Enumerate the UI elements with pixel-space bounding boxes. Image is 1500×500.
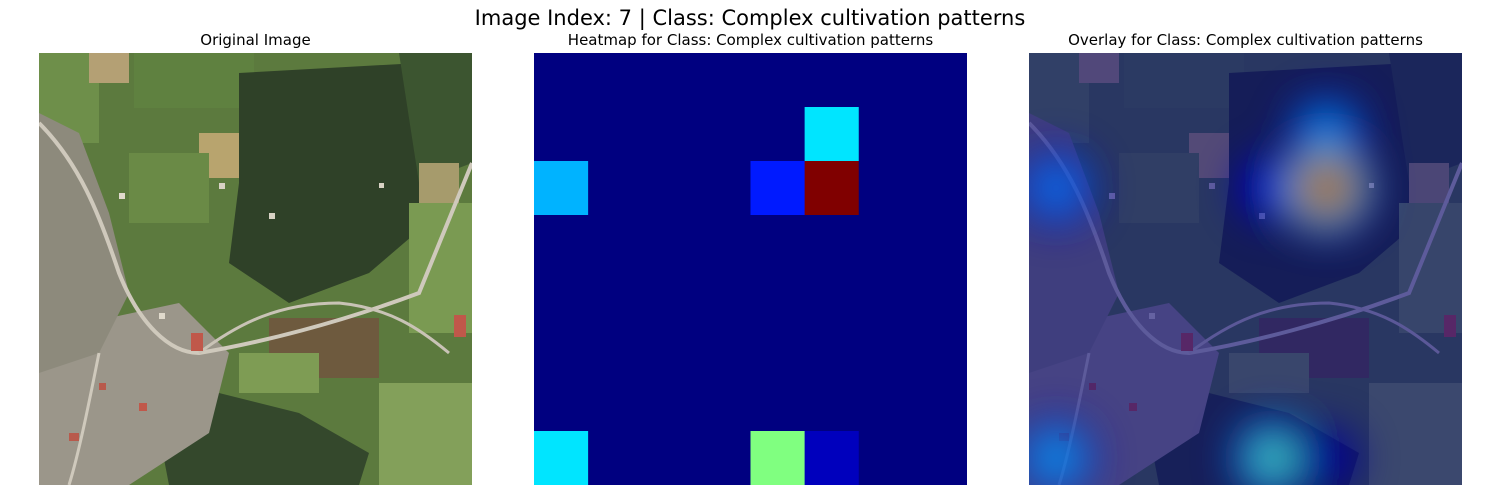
figure-title: Image Index: 7 | Class: Complex cultivat…: [474, 6, 1026, 30]
heatmap-cell-r2-c5: [804, 161, 860, 216]
heatmap-cell-r2-c1: [588, 161, 643, 216]
heatmap-cell-r2-c3: [696, 161, 751, 216]
overlay-title: Overlay for Class: Complex cultivation p…: [1068, 31, 1423, 49]
heatmap-cell-r0-c6: [858, 53, 914, 108]
overlay-blob-r2-c4-3: [1263, 178, 1282, 198]
heatmap-cell-r5-c0: [534, 323, 589, 378]
overlay-blob-r7-c5-3: [1318, 449, 1336, 467]
heatmap-cell-r7-c4: [750, 431, 806, 485]
heatmap-cell-r3-c3: [696, 215, 751, 270]
heatmap-cell-r7-c1: [588, 431, 643, 485]
overlay-base-tint: [1029, 53, 1462, 485]
satellite-scene: [39, 53, 472, 485]
overlay-image: [1029, 53, 1462, 485]
heatmap-cell-r0-c4: [750, 53, 806, 108]
heatmap-cell-r0-c5: [804, 53, 860, 108]
heatmap-cell-r3-c4: [750, 215, 806, 270]
heatmap-cell-r3-c2: [642, 215, 697, 270]
heatmap-cell-r6-c7: [912, 377, 967, 432]
heatmap-cell-r3-c0: [534, 215, 589, 270]
heatmap-cell-r0-c3: [696, 53, 751, 108]
heatmap-cell-r0-c1: [588, 53, 643, 108]
overlay-blob-r1-c5-3: [1316, 123, 1337, 145]
overlay-blob-r7-c4-3: [1261, 447, 1284, 469]
heatmap-cell-r5-c7: [912, 323, 967, 378]
heatmap-cell-r6-c2: [642, 377, 697, 432]
heatmap-grid: [534, 53, 967, 485]
heatmap-title: Heatmap for Class: Complex cultivation p…: [567, 31, 934, 49]
heatmap-cell-r0-c7: [912, 53, 967, 108]
heatmap-cell-r1-c6: [858, 107, 914, 162]
heatmap-cell-r2-c7: [912, 161, 967, 216]
heatmap-cell-r4-c4: [750, 269, 806, 324]
heatmap-cell-r0-c2: [642, 53, 697, 108]
overlay-heat-layer: [1029, 93, 1375, 485]
heatmap-cell-r6-c3: [696, 377, 751, 432]
heatmap-cell-r6-c0: [534, 377, 589, 432]
heatmap-cell-r5-c2: [642, 323, 697, 378]
heatmap-cell-r2-c4: [750, 161, 806, 216]
heatmap-cell-r4-c7: [912, 269, 967, 324]
overlay-blob-r7-c0-3: [1046, 447, 1067, 469]
satellite-image: [39, 53, 472, 485]
original-image-title: Original Image: [200, 31, 311, 49]
heatmap-cell-r5-c5: [804, 323, 860, 378]
heatmap-cell-r1-c5: [804, 107, 860, 162]
heatmap-cell-r1-c1: [588, 107, 643, 162]
heatmap-cell-r5-c1: [588, 323, 643, 378]
heatmap-cell-r7-c3: [696, 431, 751, 485]
heatmap-cell-r7-c2: [642, 431, 697, 485]
heatmap-cell-r1-c0: [534, 107, 589, 162]
heatmap-cell-r4-c6: [858, 269, 914, 324]
heatmap-cell-r2-c6: [858, 161, 914, 216]
heatmap-cell-r1-c2: [642, 107, 697, 162]
overlay-blob-r2-c0-3: [1046, 178, 1066, 198]
overlay-panel: [1029, 53, 1462, 485]
heatmap-cell-r7-c5: [804, 431, 860, 485]
overlay-blob-r2-c5-3: [1314, 176, 1339, 200]
heatmap-cell-r2-c2: [642, 161, 697, 216]
heatmap-cell-r7-c6: [858, 431, 914, 485]
heatmap-cell-r6-c4: [750, 377, 806, 432]
heatmap-cell-r6-c1: [588, 377, 643, 432]
heatmap-cell-r4-c1: [588, 269, 643, 324]
heatmap-cell-r3-c5: [804, 215, 860, 270]
heatmap-cell-r1-c3: [696, 107, 751, 162]
heatmap-cell-r1-c4: [750, 107, 806, 162]
heatmap-cell-r6-c6: [858, 377, 914, 432]
heatmap-cell-r6-c5: [804, 377, 860, 432]
heatmap-cell-r5-c3: [696, 323, 751, 378]
heatmap-cell-r0-c0: [534, 53, 589, 108]
heatmap-cell-r7-c0: [534, 431, 589, 485]
heatmap-cell-r4-c2: [642, 269, 697, 324]
heatmap-cell-r5-c6: [858, 323, 914, 378]
heatmap-cell-r3-c6: [858, 215, 914, 270]
heatmap-cell-r5-c4: [750, 323, 806, 378]
heatmap-cell-r4-c5: [804, 269, 860, 324]
heatmap-cell-r4-c0: [534, 269, 589, 324]
heatmap-panel: [534, 53, 967, 485]
heatmap-cell-r3-c1: [588, 215, 643, 270]
heatmap-cell-r7-c7: [912, 431, 967, 485]
heatmap-cell-r2-c0: [534, 161, 589, 216]
heatmap-cell-r3-c7: [912, 215, 967, 270]
heatmap-cell-r4-c3: [696, 269, 751, 324]
original-image-panel: [39, 53, 472, 485]
heatmap-cell-r1-c7: [912, 107, 967, 162]
